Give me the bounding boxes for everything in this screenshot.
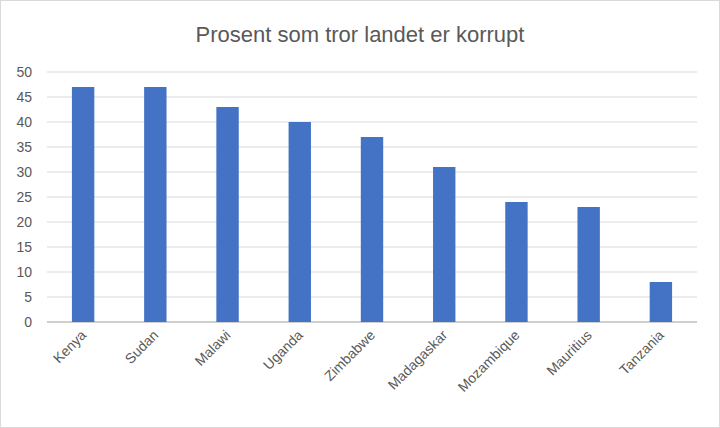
bar xyxy=(144,87,166,322)
bar xyxy=(433,167,455,322)
bar xyxy=(216,107,238,322)
bar xyxy=(577,207,599,322)
y-tick-label: 10 xyxy=(16,264,32,280)
y-tick-label: 25 xyxy=(16,189,32,205)
chart-title: Prosent som tror landet er korrupt xyxy=(196,22,525,47)
x-tick-label: Uganda xyxy=(260,327,306,373)
y-tick-label: 30 xyxy=(16,164,32,180)
y-tick-label: 45 xyxy=(16,89,32,105)
bar xyxy=(361,137,383,322)
bar xyxy=(505,202,527,322)
x-tick-label: Mozambique xyxy=(455,327,523,395)
x-tick-label: Tanzania xyxy=(616,327,667,378)
y-tick-label: 0 xyxy=(24,314,32,330)
bar xyxy=(650,282,672,322)
y-tick-label: 50 xyxy=(16,64,32,80)
bar xyxy=(289,122,311,322)
bars xyxy=(72,87,672,322)
x-tick-label: Kenya xyxy=(50,327,90,367)
y-tick-label: 40 xyxy=(16,114,32,130)
x-tick-label: Madagaskar xyxy=(385,327,451,393)
chart-container: Prosent som tror landet er korrupt 0 5 10 15… xyxy=(0,0,720,428)
chart-background xyxy=(1,1,720,428)
y-tick-label: 5 xyxy=(24,289,32,305)
y-tick-label: 20 xyxy=(16,214,32,230)
chart-svg: Prosent som tror landet er korrupt 0 5 10 15… xyxy=(0,0,720,428)
bar xyxy=(72,87,94,322)
grid-line xyxy=(47,72,697,73)
y-tick-label: 35 xyxy=(16,139,32,155)
x-tick-label: Mauritius xyxy=(543,327,594,378)
x-tick-label: Sudan xyxy=(122,327,162,367)
y-tick-label: 15 xyxy=(16,239,32,255)
x-tick-label: Zimbabwe xyxy=(321,327,378,384)
x-tick-label: Malawi xyxy=(192,327,234,369)
